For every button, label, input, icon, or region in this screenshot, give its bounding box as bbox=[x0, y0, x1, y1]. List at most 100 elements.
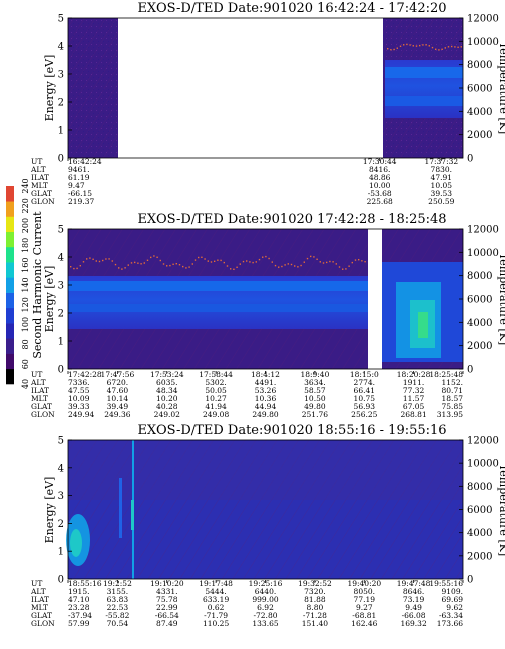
ephemeris-value: 313.95 bbox=[437, 410, 463, 419]
ephemeris-value: 23.28 bbox=[68, 603, 90, 612]
y2-tick-label: 8000 bbox=[467, 60, 492, 71]
colorbar-swatch bbox=[6, 277, 14, 293]
temperature-trace bbox=[70, 255, 366, 270]
y2-tick-label: 10000 bbox=[467, 37, 499, 48]
y-tick-label: 1 bbox=[58, 547, 64, 558]
colorbar-tick-label: 240 bbox=[21, 178, 30, 193]
temperature-point bbox=[403, 44, 405, 46]
temperature-point bbox=[316, 258, 318, 260]
ephemeris-value: 18:15:0 bbox=[350, 370, 379, 379]
ephemeris-value: 249.08 bbox=[203, 410, 229, 419]
y2-tick-label: 2000 bbox=[467, 551, 492, 562]
y2-tick-label: 8000 bbox=[467, 482, 492, 493]
ephemeris-row-label: UT bbox=[31, 157, 42, 166]
y-tick-label: 5 bbox=[58, 436, 64, 447]
temperature-point bbox=[294, 265, 296, 267]
temperature-point bbox=[172, 263, 174, 265]
temperature-point bbox=[412, 45, 414, 47]
panel-title: EXOS-D/TED Date:901020 18:55:16 - 19:55:… bbox=[137, 423, 446, 438]
temperature-point bbox=[188, 266, 190, 268]
ephemeris-value: 49.80 bbox=[304, 402, 326, 411]
ephemeris-value: 225.68 bbox=[367, 197, 393, 206]
temperature-point bbox=[297, 266, 299, 268]
ephemeris-value: 173.66 bbox=[437, 619, 463, 628]
temperature-point bbox=[310, 255, 312, 258]
temperature-point bbox=[79, 265, 81, 267]
ephemeris-value: -72.80 bbox=[253, 611, 277, 620]
temperature-point bbox=[268, 257, 270, 260]
colorbar-swatch bbox=[6, 307, 14, 324]
temperature-point bbox=[114, 263, 117, 266]
panel-title: EXOS-D/TED Date:901020 16:42:24 - 17:42:… bbox=[137, 1, 446, 16]
ephemeris-row-label: MLT bbox=[31, 603, 48, 612]
ephemeris-value: 2774. bbox=[354, 378, 375, 387]
temperature-point bbox=[204, 258, 206, 260]
temperature-point bbox=[73, 267, 75, 270]
temperature-point bbox=[396, 47, 398, 49]
ephemeris-value: 10.00 bbox=[369, 181, 391, 190]
ephemeris-value: 7320. bbox=[304, 587, 325, 596]
temperature-point bbox=[185, 267, 187, 269]
ephemeris-value: 10.75 bbox=[354, 394, 376, 403]
colorbar-tick-label: 120 bbox=[21, 297, 30, 312]
temperature-point bbox=[399, 45, 402, 47]
ephemeris-value: 0.62 bbox=[208, 603, 225, 612]
ephemeris-value: 3155. bbox=[107, 587, 128, 596]
core-band bbox=[68, 304, 368, 312]
y-axis-ticks: 0 1 2 3 4 5 0 2000 4000 6000 8000 10000 12000 bbox=[58, 436, 499, 586]
ephemeris-value: 19:32:52 bbox=[298, 579, 332, 588]
hot-region bbox=[418, 312, 428, 338]
y-tick-label: 0 bbox=[58, 575, 64, 586]
ephemeris-value: 110.25 bbox=[203, 619, 229, 628]
y2-tick-label: 10000 bbox=[467, 248, 499, 259]
ephemeris-value: -71.28 bbox=[303, 611, 327, 620]
temperature-point bbox=[415, 45, 418, 47]
ephemeris-value: 1152. bbox=[442, 378, 463, 387]
y2-tick-label: 6000 bbox=[467, 295, 492, 306]
temperature-point bbox=[140, 263, 142, 265]
ephemeris-value: 133.65 bbox=[252, 619, 278, 628]
temperature-point bbox=[319, 261, 321, 263]
ephemeris-value: 73.19 bbox=[403, 595, 425, 604]
y-axis-ticks: 0 1 2 3 4 5 0 2000 4000 6000 8000 10000 12000 bbox=[58, 225, 499, 376]
temperature-trace bbox=[387, 43, 462, 51]
ephemeris-value: -68.81 bbox=[352, 611, 376, 620]
colorbar-tick-label: 60 bbox=[21, 359, 30, 369]
temperature-point bbox=[76, 267, 78, 270]
temperature-point bbox=[111, 260, 113, 262]
colorbar-tick-label: 100 bbox=[21, 317, 30, 332]
ephemeris-value: 10.05 bbox=[431, 181, 453, 190]
temperature-point bbox=[153, 255, 155, 257]
ephemeris-row-label: ILAT bbox=[31, 386, 49, 395]
ephemeris-value: 17:30:44 bbox=[363, 157, 397, 166]
temperature-point bbox=[290, 263, 293, 266]
ephemeris-value: 22.99 bbox=[156, 603, 178, 612]
colorbar-swatch bbox=[6, 231, 14, 248]
y2-tick-label: 0 bbox=[467, 575, 473, 586]
y2-tick-label: 12000 bbox=[467, 14, 499, 25]
ephemeris-value: 10.36 bbox=[255, 394, 277, 403]
ephemeris-value: 66.41 bbox=[354, 386, 375, 395]
ephemeris-value: 19:10:20 bbox=[150, 579, 184, 588]
temperature-point bbox=[134, 261, 136, 264]
temperature-point bbox=[300, 264, 302, 267]
y2-axis-label: Temperature [K] bbox=[497, 464, 505, 556]
temperature-point bbox=[236, 266, 238, 268]
y2-axis-label: Temperature [K] bbox=[497, 253, 505, 345]
colorbar-tick-label: 80 bbox=[21, 339, 30, 349]
temperature-point bbox=[329, 260, 331, 263]
temperature-point bbox=[281, 265, 283, 268]
temperature-point bbox=[223, 261, 225, 264]
panel-title: EXOS-D/TED Date:901020 17:42:28 - 18:25:… bbox=[137, 212, 446, 227]
ephemeris-value: 999.00 bbox=[252, 595, 278, 604]
temperature-point bbox=[201, 256, 203, 258]
colorbar-label: Second Harmonic Current bbox=[31, 211, 44, 359]
ephemeris-value: 19:25:16 bbox=[249, 579, 283, 588]
ephemeris-value: 268.81 bbox=[400, 410, 426, 419]
temperature-point bbox=[162, 263, 165, 265]
ephemeris-value: 9109. bbox=[442, 587, 463, 596]
y2-tick-label: 10000 bbox=[467, 459, 499, 470]
ephemeris-value: 11.57 bbox=[403, 394, 425, 403]
y-tick-label: 5 bbox=[58, 225, 64, 236]
temperature-point bbox=[393, 48, 395, 51]
